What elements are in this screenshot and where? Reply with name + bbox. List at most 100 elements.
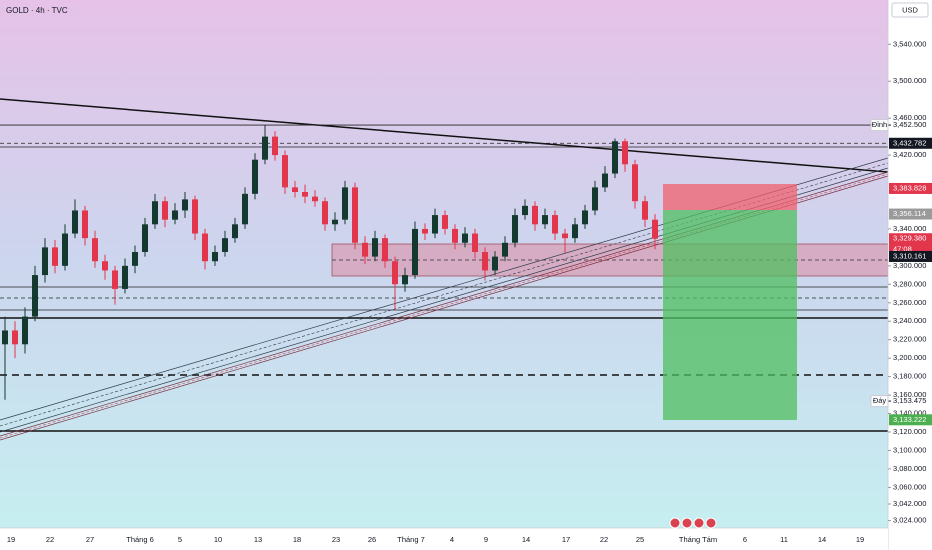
candle-body [112,270,118,289]
x-tick-label: Tháng 7 [397,535,425,544]
candle-body [352,187,358,243]
event-icon[interactable] [669,517,681,529]
candle-body [652,219,658,239]
candle-body [282,155,288,188]
candle-body [2,330,8,345]
candle-body [142,224,148,252]
candle-body [392,261,398,285]
price-tag [889,208,932,220]
candle-body [62,233,68,266]
trendline [0,98,888,173]
candle-body [232,224,238,239]
price-tag-label: 3,452.500 [893,120,926,129]
candle-body [242,193,248,225]
x-tick-label: 19 [856,535,864,544]
y-tick-label: 3,540.000 [893,39,926,48]
x-tick-label: 22 [600,535,608,544]
candle-body [472,233,478,252]
x-tick-label: 23 [332,535,340,544]
candle-body [432,215,438,234]
candle-body [182,199,188,211]
y-tick-label: 3,340.000 [893,224,926,233]
price-lines [0,124,888,144]
candle-body [512,215,518,243]
price-tag-label: 3,329.380 [893,234,926,243]
candle-body [362,242,368,257]
time-axis [0,528,888,550]
candle-body [612,141,618,174]
candle-body [572,224,578,239]
x-tick-label: 18 [293,535,301,544]
y-tick-label: 3,180.000 [893,372,926,381]
candle-body [622,141,628,165]
note-box [870,119,889,132]
candle-body [502,242,508,257]
x-tick-label: 14 [522,535,530,544]
y-tick-label: 3,500.000 [893,76,926,85]
x-tick-label: 4 [450,535,454,544]
candle-body [592,187,598,211]
candle-body [342,187,348,220]
y-tick-label: 3,300.000 [893,261,926,270]
candle-body [32,275,38,317]
target-zone [663,210,797,420]
y-tick-label: 3,420.000 [893,150,926,159]
candles [2,125,658,400]
y-tick-label: 3,120.000 [893,427,926,436]
candle-body [262,136,268,160]
currency-box[interactable] [891,2,929,18]
price-axis [888,0,932,550]
x-tick-label: 17 [562,535,570,544]
candle-body [602,173,608,188]
candle-body [542,215,548,225]
stop-zone [663,184,797,210]
x-tick-label: 9 [484,535,488,544]
candle-body [122,265,128,289]
y-tick-label: 3,024.000 [893,516,926,525]
x-tick-label: 5 [178,535,182,544]
y-tick-label: 3,260.000 [893,298,926,307]
event-icon[interactable] [681,517,693,529]
event-icon[interactable] [705,517,717,529]
price-tag-note: Đáy [873,396,887,405]
x-tick-label: 27 [86,535,94,544]
x-tick-label: 26 [368,535,376,544]
candle-body [382,238,388,262]
y-tick-label: 3,060.000 [893,482,926,491]
x-tick-label: 25 [636,535,644,544]
y-tick-label: 3,240.000 [893,316,926,325]
candle-body [312,196,318,202]
candle-body [642,201,648,220]
price-tag [889,137,932,149]
x-tick-label: 22 [46,535,54,544]
y-tick-label: 3,200.000 [893,353,926,362]
x-tick-label: 6 [743,535,747,544]
candle-body [42,247,48,276]
price-tag-note: Đỉnh [872,120,887,129]
candle-body [172,210,178,220]
candle-body [132,252,138,266]
event-icon[interactable] [693,517,705,529]
candle-body [562,233,568,239]
candle-body [532,205,538,225]
candle-body [522,205,528,216]
candle-body [402,275,408,285]
drawings [0,98,888,441]
candle-body [202,233,208,262]
candle-body [152,201,158,225]
price-tag [889,250,932,262]
candle-body [442,215,448,229]
chart-title: GOLD · 4h · TVC [6,6,68,15]
candle-body [22,316,28,345]
candle-body [92,238,98,262]
candle-body [52,247,58,266]
x-tick-label: 19 [7,535,15,544]
candle-body [372,238,378,257]
x-tick-label: Tháng Tám [679,535,717,544]
x-tick-label: 10 [214,535,222,544]
y-tick-label: 3,460.000 [893,113,926,122]
price-tag-label: 3,133.222 [893,415,926,424]
x-tick-label: 14 [818,535,826,544]
candle-body [412,228,418,276]
